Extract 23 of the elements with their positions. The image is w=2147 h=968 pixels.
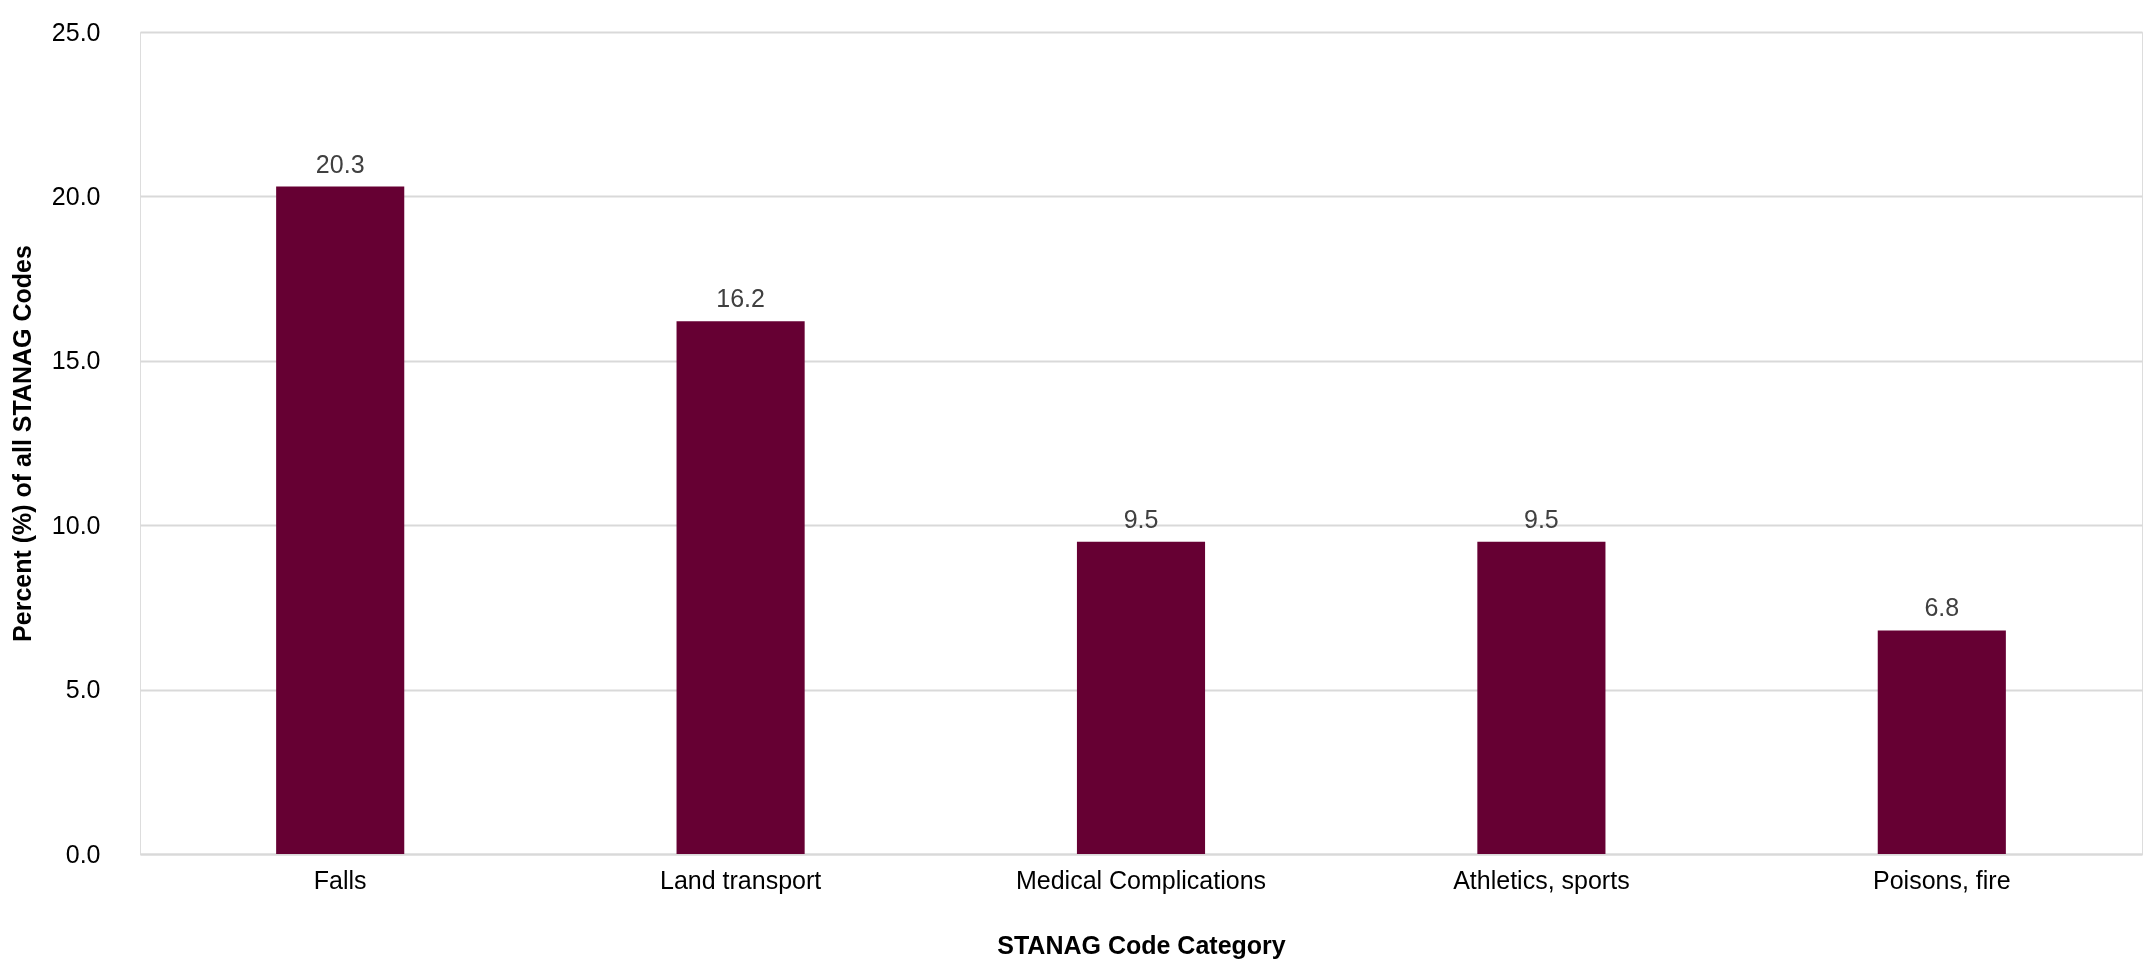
y-tick-label: 10.0	[51, 510, 101, 539]
bar	[676, 321, 805, 854]
x-tick-label: Poisons, fire	[1873, 865, 2011, 894]
y-tick-label: 0.0	[65, 839, 101, 868]
y-axis-title: Percent (%) of all STANAG Codes	[7, 245, 36, 642]
x-axis-title: STANAG Code Category	[997, 930, 1286, 959]
data-label: 16.2	[716, 284, 765, 313]
bar	[1076, 541, 1206, 854]
x-tick-label: Land transport	[659, 865, 822, 894]
x-tick-label: Falls	[313, 865, 367, 894]
bar	[1477, 541, 1606, 854]
y-tick-label: 25.0	[51, 17, 101, 46]
data-label: 6.8	[1924, 593, 1960, 622]
data-label: 9.5	[1524, 504, 1559, 533]
data-label: 9.5	[1123, 504, 1159, 533]
y-tick-label: 15.0	[51, 346, 101, 375]
y-tick-label: 5.0	[65, 675, 101, 704]
y-tick-label: 20.0	[51, 181, 101, 210]
x-tick-label: Medical Complications	[1015, 865, 1267, 894]
bar	[276, 186, 405, 854]
x-tick-label: Athletics, sports	[1453, 865, 1630, 894]
bar	[1877, 630, 2006, 854]
data-label: 20.3	[315, 149, 365, 178]
